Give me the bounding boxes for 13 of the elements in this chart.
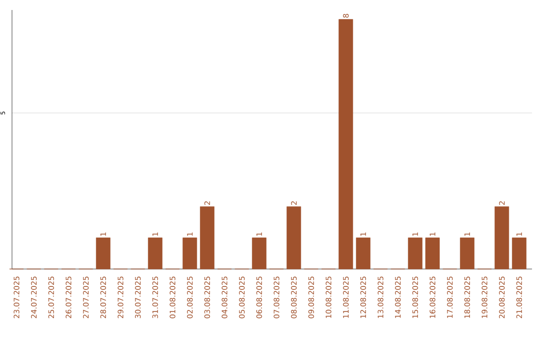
bar xyxy=(148,238,162,270)
bar xyxy=(460,238,474,270)
bar xyxy=(356,238,370,270)
bar xyxy=(252,238,266,270)
bar xyxy=(200,206,214,270)
bar xyxy=(286,206,302,270)
bar xyxy=(96,238,110,270)
bar xyxy=(182,238,198,270)
bar xyxy=(512,238,526,270)
bar xyxy=(425,238,440,270)
bar xyxy=(408,238,422,270)
bar xyxy=(494,206,510,270)
bar xyxy=(338,19,354,270)
